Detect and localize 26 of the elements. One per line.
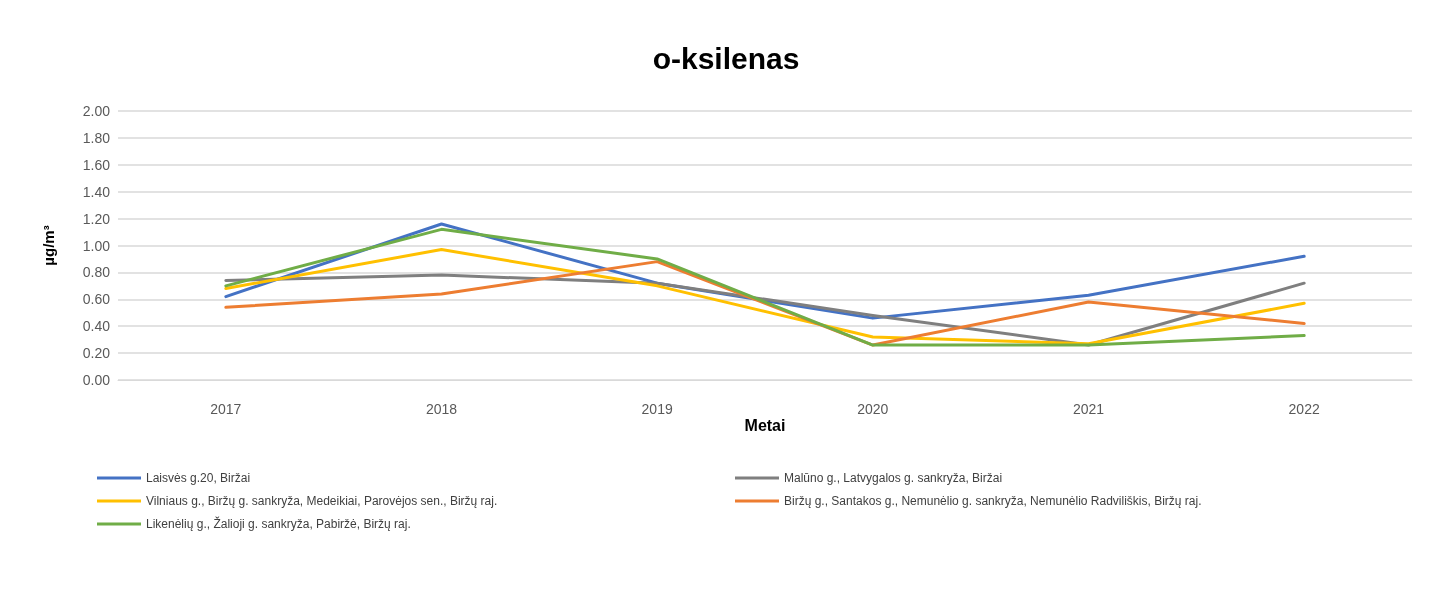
- x-tick-label: 2019: [641, 401, 673, 417]
- line-series: [224, 227, 1306, 347]
- y-tick-label: 1.80: [82, 129, 111, 146]
- legend-label: Biržų g., Santakos g., Nemunėlio g. sankryža, Nemunėlio Radviliškis, Biržų raj.: [784, 494, 1202, 508]
- y-tick-label: 0.00: [82, 372, 111, 388]
- x-tick-label: 2021: [1072, 401, 1105, 417]
- y-tick-label: 1.00: [82, 237, 111, 254]
- y-tick-label: 1.40: [82, 183, 111, 200]
- x-tick-label: 2018: [425, 401, 458, 417]
- legend-label: Malūno g., Latvygalos g. sankryža, Biržai: [784, 471, 1003, 485]
- x-tick-label: 2022: [1288, 401, 1320, 417]
- y-tick-label: 0.80: [82, 264, 111, 281]
- y-tick-label: 0.40: [82, 318, 111, 335]
- y-tick-label: 0.20: [82, 345, 111, 362]
- y-tick-label: 1.60: [82, 156, 111, 173]
- x-axis-title: Metai: [744, 416, 786, 434]
- y-axis-title: µg/m³: [40, 225, 57, 266]
- y-tick-label: 0.60: [82, 291, 111, 308]
- chart-title: o-ksilenas: [652, 41, 800, 75]
- legend-label: Likenėlių g., Žalioji g. sankryža, Pabiržė, Biržų raj.: [146, 516, 411, 531]
- y-tick-label: 2.00: [82, 103, 111, 119]
- x-tick-label: 2020: [857, 401, 889, 417]
- legend-label: Laisvės g.20, Biržai: [146, 471, 251, 485]
- legend-label: Vilniaus g., Biržų g. sankryža, Medeikiai, Parovėjos sen., Biržų raj.: [146, 494, 498, 508]
- x-tick-label: 2017: [210, 401, 242, 417]
- y-tick-label: 1.20: [82, 210, 111, 227]
